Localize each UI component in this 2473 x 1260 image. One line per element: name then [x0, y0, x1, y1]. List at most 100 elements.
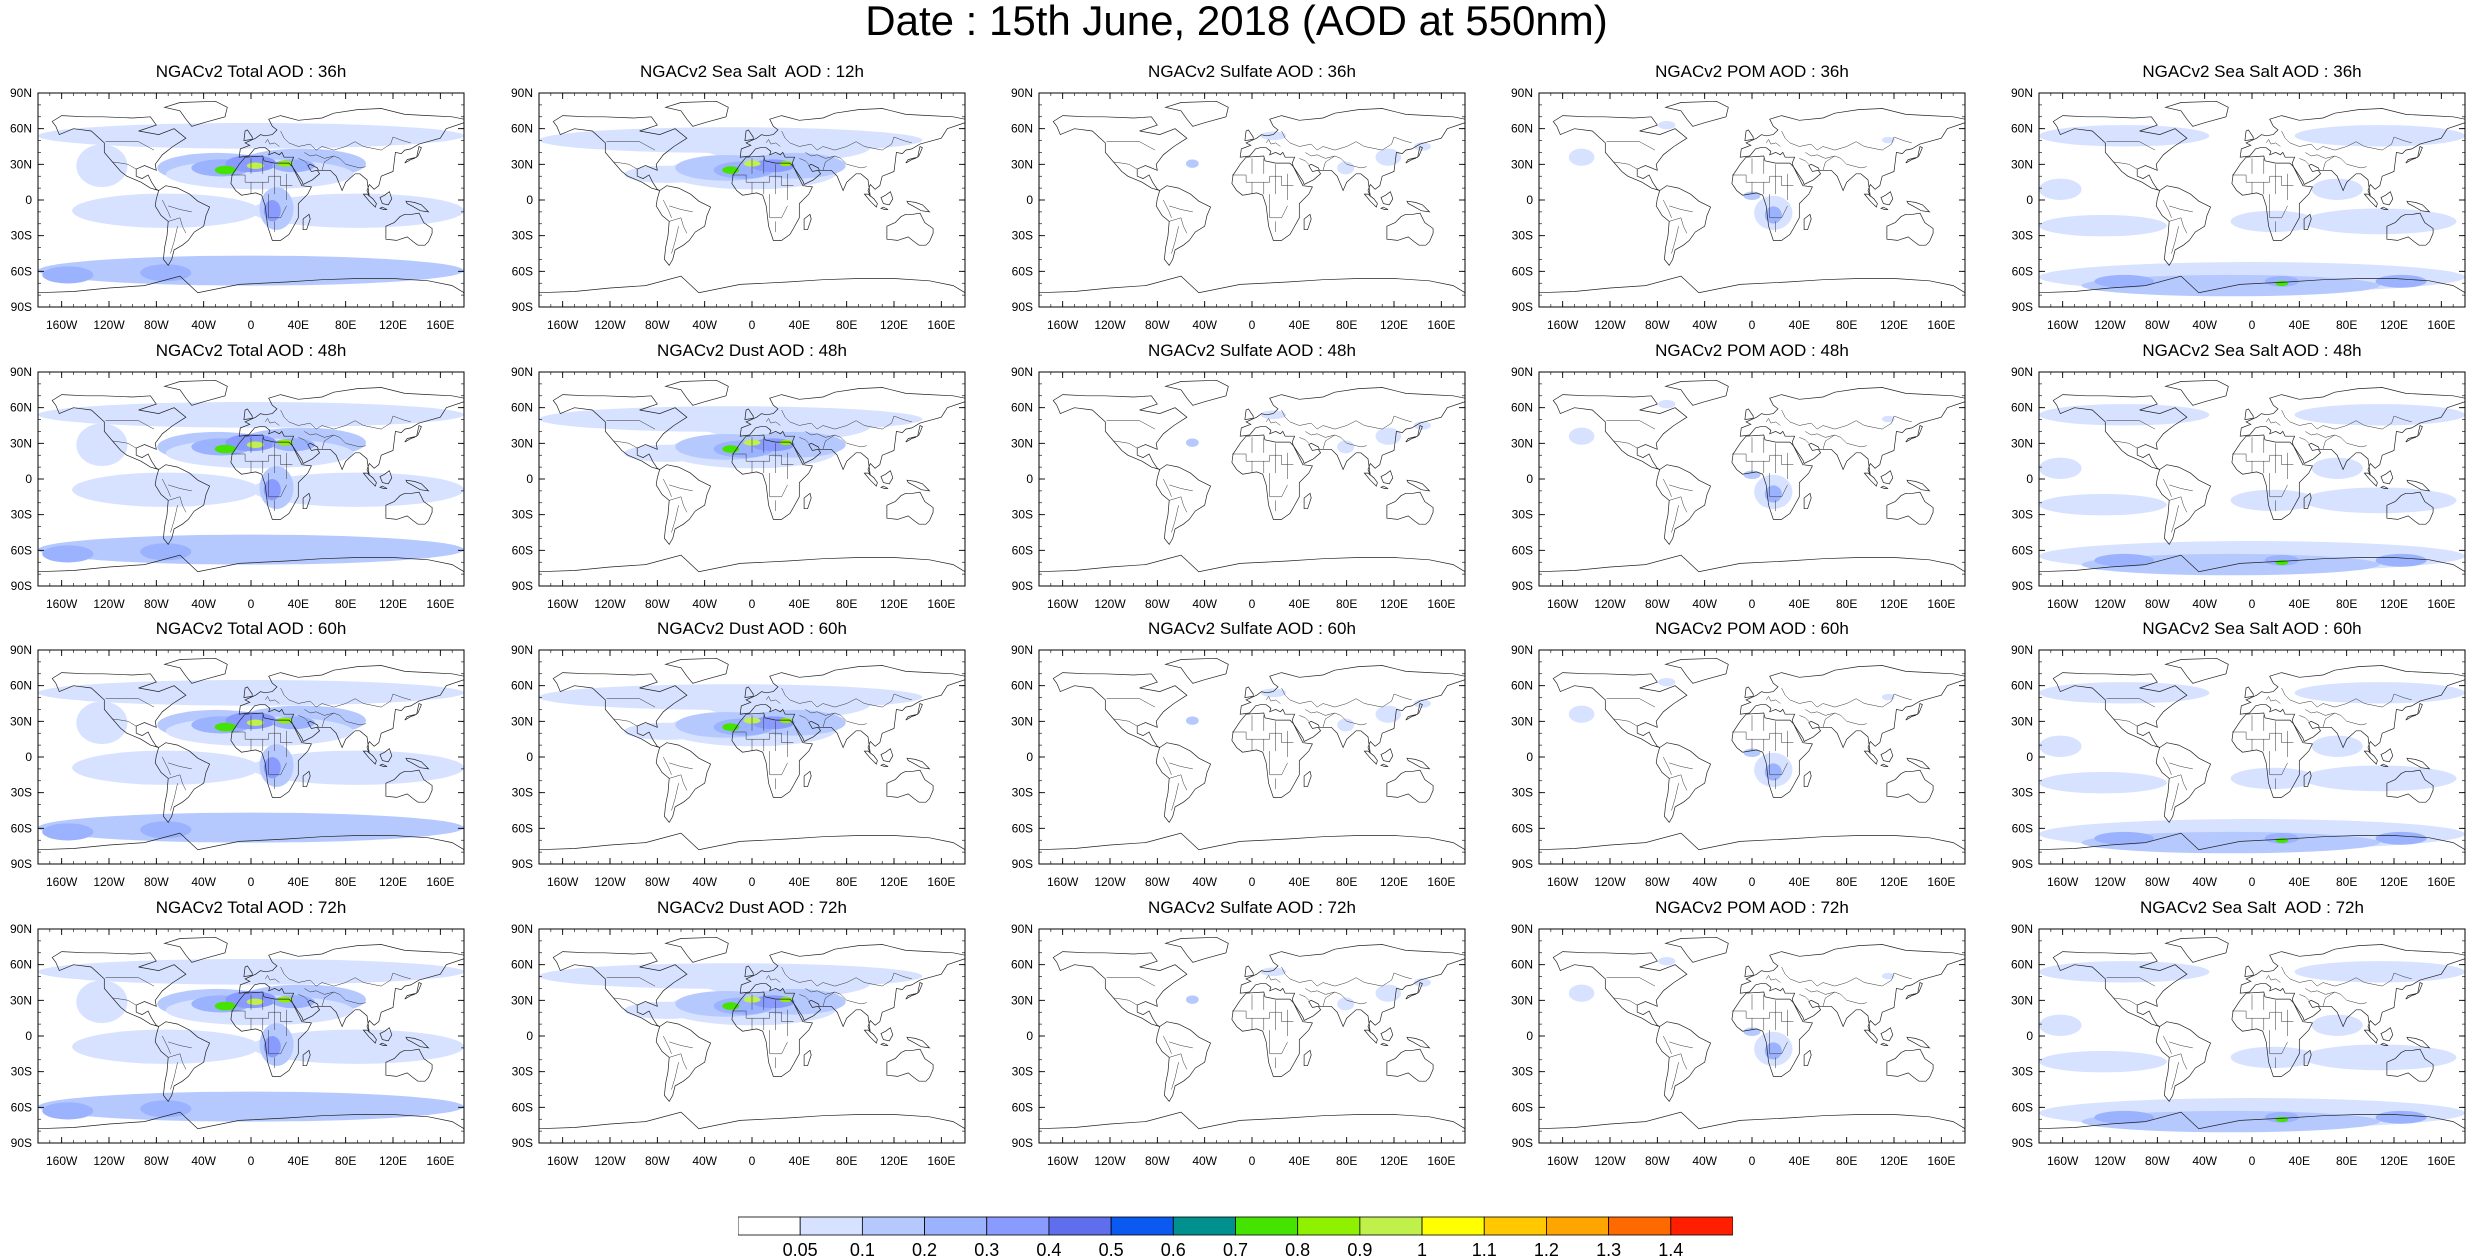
coastline — [2405, 981, 2423, 1000]
country-border — [2113, 718, 2138, 727]
lon-tick-label: 40W — [1692, 875, 1717, 889]
country-border — [2281, 409, 2412, 430]
country-border — [1169, 1041, 1193, 1049]
country-border — [731, 731, 794, 743]
lat-tick-label: 30N — [10, 714, 32, 728]
lon-tick-label: 80W — [144, 318, 169, 332]
map-panel: NGACv2 Total AOD : 60h 160W 120W 80W 40W 0 40E… — [0, 620, 500, 898]
lon-tick-label: 40W — [1192, 318, 1217, 332]
lat-tick-label: 60N — [1011, 122, 1033, 136]
coastline — [1906, 479, 1931, 492]
coastline — [302, 1049, 311, 1067]
coastline — [404, 424, 422, 443]
coastline — [1039, 275, 1465, 307]
country-border — [1322, 434, 1335, 450]
country-border — [799, 994, 809, 1001]
country-border — [799, 715, 809, 722]
coastline — [655, 464, 712, 546]
country-border — [2322, 434, 2335, 450]
lon-tick-label: 160E — [426, 597, 454, 611]
lat-tick-label: 30S — [2012, 229, 2033, 243]
coastline — [1664, 936, 1729, 963]
colorbar-label: 1.4 — [1658, 1240, 1683, 1260]
lon-tick-label: 120W — [93, 875, 125, 889]
coastline — [1880, 763, 1889, 767]
lon-tick-label: 160W — [1547, 597, 1579, 611]
country-border — [1765, 138, 1781, 147]
aod-field — [140, 264, 192, 282]
lon-tick-label: 80E — [1336, 1154, 1357, 1168]
coastline — [2303, 213, 2312, 231]
lon-tick-label: 120W — [93, 1154, 125, 1168]
country-border — [2305, 152, 2341, 159]
aod-field — [1375, 984, 1402, 1002]
country-border — [2169, 1053, 2188, 1070]
lon-tick-label: 40E — [288, 1154, 309, 1168]
coastline — [1731, 991, 1813, 1077]
country-border — [805, 152, 841, 159]
coastline — [243, 408, 253, 421]
lon-tick-label: 160W — [1547, 318, 1579, 332]
aod-field — [1185, 716, 1199, 725]
country-border — [1731, 1010, 1794, 1022]
country-border — [2163, 478, 2172, 497]
map-plot: 160W 120W 80W 40W 0 40E 80E 120E 160E 90N 60N 30N 0 3… — [2011, 86, 2466, 332]
aod-field — [38, 1091, 464, 1122]
aod-field — [1413, 142, 1431, 151]
lat-tick-label: 0 — [1026, 472, 1033, 486]
lon-tick-label: 80W — [645, 875, 670, 889]
country-border — [1169, 774, 1188, 791]
coastline — [1664, 657, 1729, 684]
lat-tick-label: 90N — [1011, 643, 1033, 657]
coastline — [1886, 491, 1934, 525]
country-border — [769, 1030, 788, 1055]
lat-tick-label: 60S — [2012, 543, 2033, 557]
country-border — [2169, 205, 2193, 213]
country-border — [230, 453, 293, 465]
country-border — [1113, 718, 1138, 727]
country-border — [2269, 473, 2288, 498]
country-border — [2113, 997, 2138, 1006]
country-border — [1171, 226, 1179, 254]
coastline — [2386, 769, 2434, 803]
coastline — [1239, 387, 1465, 476]
coastline — [2386, 1048, 2434, 1082]
lat-tick-label: 30S — [11, 229, 32, 243]
lat-tick-label: 0 — [1526, 472, 1533, 486]
country-border — [280, 966, 411, 987]
lon-tick-label: 40E — [789, 875, 810, 889]
lon-tick-label: 160E — [1427, 318, 1455, 332]
lon-tick-label: 160W — [46, 597, 78, 611]
coastline — [1739, 665, 1965, 754]
coastline — [539, 554, 965, 586]
lat-tick-label: 60N — [511, 122, 533, 136]
country-border — [268, 751, 287, 776]
country-border — [168, 774, 187, 791]
lat-tick-label: 60S — [2012, 264, 2033, 278]
coastline — [906, 200, 931, 213]
lat-tick-label: 30N — [511, 157, 533, 171]
aod-field — [1658, 956, 1676, 966]
panel-title: NGACv2 POM AOD : 48h — [1655, 341, 1849, 360]
coastline — [1386, 491, 1434, 525]
country-border — [1769, 751, 1788, 776]
lat-tick-label: 60N — [10, 958, 32, 972]
lon-tick-label: 40E — [1789, 875, 1810, 889]
coastline — [154, 742, 211, 824]
lon-tick-label: 40W — [1192, 1154, 1217, 1168]
lon-tick-label: 0 — [248, 597, 255, 611]
country-border — [1669, 762, 1693, 770]
coastline — [405, 200, 430, 213]
aod-field — [1743, 191, 1761, 200]
map-plot: 160W 120W 80W 40W 0 40E 80E 120E 160E 90N 60N 30N 0 3… — [1511, 643, 1966, 889]
lon-tick-label: 120W — [1594, 875, 1626, 889]
lon-tick-label: 0 — [248, 318, 255, 332]
lon-tick-label: 120W — [2094, 875, 2126, 889]
lat-tick-label: 30S — [2012, 786, 2033, 800]
lat-tick-label: 30S — [1012, 786, 1033, 800]
lon-tick-label: 40E — [1289, 1154, 1310, 1168]
colorbar-swatch — [1297, 1216, 1361, 1236]
country-border — [799, 158, 809, 165]
aod-field — [1413, 978, 1431, 987]
country-border — [669, 1053, 688, 1070]
